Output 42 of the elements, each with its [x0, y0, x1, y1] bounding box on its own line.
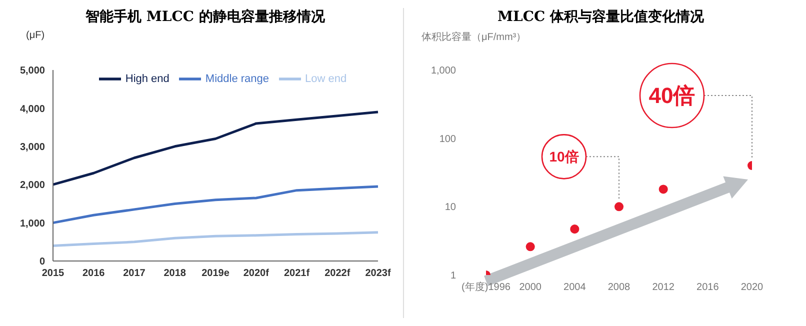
y-tick-label: 0: [39, 256, 46, 268]
point: [525, 242, 534, 252]
y-tick-label: 1,000: [20, 218, 46, 230]
x-tick-label: 2021f: [284, 268, 310, 280]
annotation: 10倍: [548, 148, 578, 165]
x-tick-label: 2015: [42, 268, 65, 280]
x-tick-label: 2016: [82, 268, 106, 280]
point: [658, 184, 668, 194]
legend-label: Low end: [305, 72, 347, 85]
x-tick-label: 2000: [518, 282, 542, 294]
x-tick-label: 2012: [652, 282, 674, 294]
line-series: [52, 110, 380, 186]
x-tick-label: 2022f: [324, 268, 351, 280]
chart-title: 智能手机 MLCC 的静电容量推移情况: [84, 8, 326, 27]
y-axis-title: (μF): [26, 30, 45, 41]
x-tick-label: (年度)1996: [461, 281, 510, 294]
x-tick-label: 2020f: [243, 268, 270, 280]
x-tick-label: 2008: [607, 282, 630, 294]
point: [570, 224, 579, 234]
annotation: 40倍: [648, 83, 695, 108]
y-tick-label: 3,000: [20, 142, 46, 153]
y-tick-label: 100: [438, 134, 456, 145]
x-tick-label: 2016: [696, 282, 719, 294]
line-series: [52, 185, 380, 224]
x-tick-label: 2004: [563, 282, 586, 294]
x-tick-label: 2019e: [202, 268, 230, 280]
y-tick-label: 5,000: [20, 66, 46, 77]
x-tick-label: 2018: [164, 268, 186, 280]
y-axis-title: 体积比容量（μF/mm³）: [422, 30, 526, 44]
x-tick-label: 2023f: [365, 268, 392, 280]
legend-label: High end: [125, 72, 170, 85]
y-tick-label: 10: [444, 202, 456, 214]
x-tick-label: 2017: [123, 268, 146, 280]
y-tick-label: 4,000: [20, 104, 46, 115]
chart-title: MLCC 体积与容量比值变化情况: [496, 8, 705, 27]
y-tick-label: 1,000: [430, 66, 456, 77]
legend-label: Middle range: [205, 72, 270, 85]
line-series: [52, 231, 380, 247]
y-tick-label: 2,000: [20, 180, 46, 192]
point: [614, 202, 624, 212]
y-tick-label: 1: [450, 270, 456, 282]
x-tick-label: 2020: [740, 282, 764, 294]
